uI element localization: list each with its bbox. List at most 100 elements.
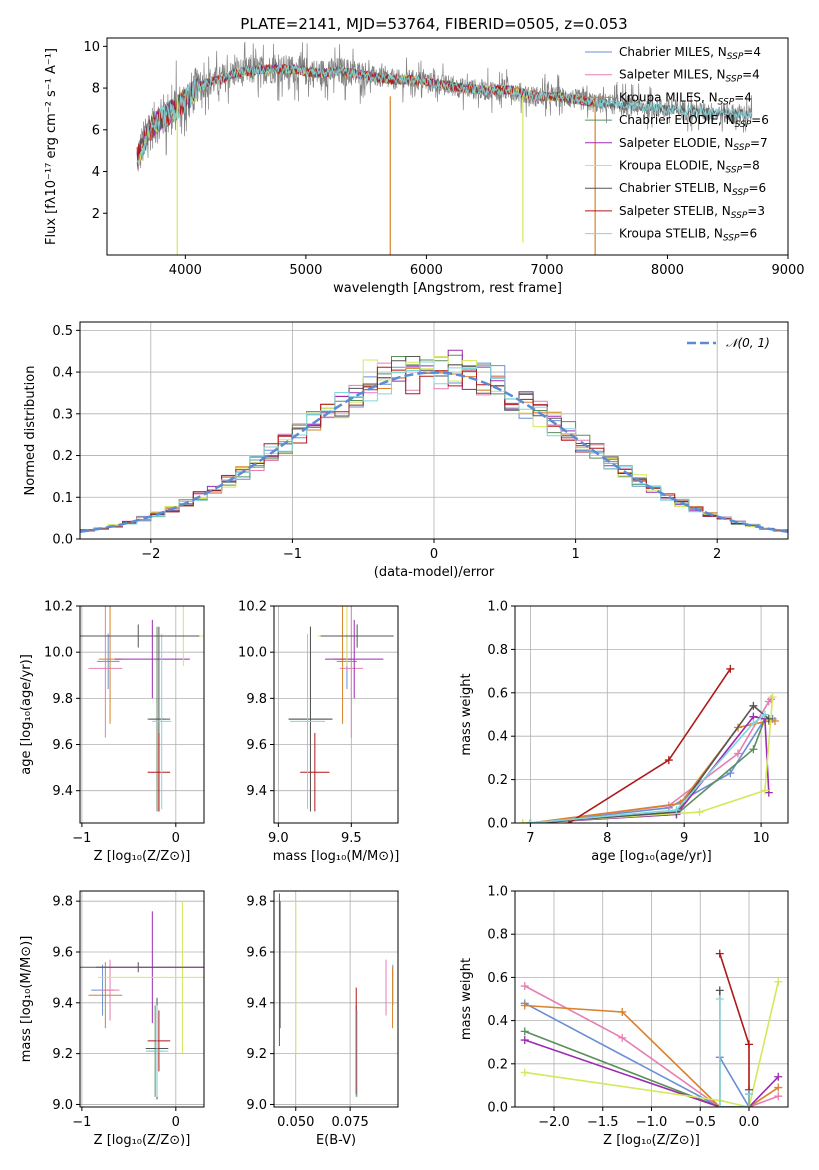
y-tick-label: 0.4	[487, 730, 508, 745]
errorbar-point	[145, 1005, 169, 1097]
legend-label: Kroupa MILES, NSSP=4	[619, 90, 752, 107]
legend-label: Salpeter STELIB, NSSP=3	[619, 204, 765, 221]
legend-count: =6	[739, 227, 757, 241]
y-tick-label: 9.8	[52, 692, 73, 707]
legend-subscript: SSP	[727, 52, 744, 62]
plus-marker	[774, 1072, 783, 1081]
series-line	[719, 999, 750, 1107]
plot-content	[80, 606, 204, 812]
legend-label: Chabrier MILES, NSSP=4	[619, 45, 761, 62]
legend-text: Chabrier MILES, N	[619, 45, 727, 59]
axes-frame	[106, 37, 789, 256]
legend-subscript: SSP	[735, 120, 752, 130]
y-axis-label: mass weight	[459, 673, 474, 755]
y-tick-label: 4	[92, 165, 100, 180]
y-tick-label: 0.0	[487, 1101, 508, 1116]
normal-curve-line	[80, 371, 788, 533]
plot-content	[518, 664, 779, 823]
plus-marker	[715, 949, 724, 958]
model-spectrum-line	[136, 63, 753, 165]
plus-marker	[520, 1027, 529, 1036]
y-tick-label: 9.4	[246, 996, 267, 1011]
legend-count: =7	[750, 136, 768, 150]
errorbar-point	[147, 732, 171, 812]
legend-label: Chabrier ELODIE, NSSP=6	[619, 113, 769, 130]
series-line	[530, 704, 770, 823]
plus-marker	[749, 719, 758, 728]
x-axis-label: age [log₁₀(age/yr)]	[591, 849, 712, 864]
y-tick-label: 9.0	[246, 1098, 267, 1113]
plus-marker	[715, 986, 724, 995]
legend-label: Kroupa STELIB, NSSP=6	[619, 227, 757, 244]
plot-weight-vs-age: 7 8 9 10 0.0 0.2 0.4 0.6 0.8 1.0 age [log₁₀(age/yr…	[459, 600, 789, 864]
x-tick-label: −0.5	[684, 1115, 716, 1130]
legend-label: 𝒩(0, 1)	[726, 336, 770, 350]
x-tick-label: 6000	[410, 263, 443, 278]
y-tick-label: 9.4	[246, 784, 267, 799]
x-axis-label: wavelength [Angstrom, rest frame]	[333, 281, 562, 296]
plot-age-vs-Z: −1 0 9.4 9.6 9.8 10.0 10.2 Z [log₁₀(Z/Z⊙)] age […	[19, 600, 205, 864]
y-tick-label: 0.4	[487, 1014, 508, 1029]
x-tick-label: 1	[571, 547, 579, 562]
x-tick-label: 4000	[169, 263, 202, 278]
y-tick-label: 9.4	[52, 784, 73, 799]
plus-marker	[734, 749, 743, 758]
y-tick-label: 9.4	[52, 996, 73, 1011]
plus-marker	[760, 710, 769, 719]
plus-marker	[672, 805, 681, 814]
x-tick-label: −2.0	[538, 1115, 570, 1130]
plus-marker	[749, 745, 758, 754]
plus-marker	[618, 1033, 627, 1042]
y-tick-label: 0.8	[487, 928, 508, 943]
errorbar-point	[288, 626, 333, 812]
y-tick-label: 9.8	[52, 895, 73, 910]
x-tick-label: 10	[753, 831, 770, 846]
axes-frame	[514, 605, 789, 824]
legend-label: Salpeter MILES, NSSP=4	[619, 68, 760, 85]
legend-subscript: SSP	[731, 211, 748, 221]
plus-marker	[520, 1001, 529, 1010]
legend-count: =6	[751, 113, 769, 127]
y-axis-label: Normed distribution	[23, 366, 38, 496]
y-tick-label: 10.0	[238, 646, 267, 661]
y-axis-label: age [log₁₀(age/yr)]	[19, 654, 34, 775]
errorbar-point	[88, 962, 123, 1029]
legend-count: =3	[747, 204, 765, 218]
errorbar-point	[147, 1010, 171, 1072]
series-line	[568, 668, 731, 823]
x-axis-label: Z [log₁₀(Z/Z⊙)]	[94, 1133, 191, 1148]
x-axis-label: E(B-V)	[316, 1133, 356, 1148]
axes-frame	[514, 890, 789, 1108]
axes-frame	[79, 321, 789, 540]
plus-marker	[745, 1103, 753, 1107]
legend-label: Chabrier STELIB, NSSP=6	[619, 181, 766, 198]
legend-subscript: SSP	[726, 166, 743, 176]
x-tick-label: 0.050	[277, 1115, 314, 1130]
series-line	[719, 990, 750, 1107]
plot-weight-vs-Z: −2.0 −1.5 −1.0 −0.5 0.0 0.0 0.2 0.4 0.6 0.8 1.0 Z […	[459, 885, 789, 1148]
y-axis-label: mass weight	[459, 958, 474, 1040]
y-tick-label: 9.6	[52, 738, 73, 753]
plus-marker	[715, 1103, 724, 1107]
series-line	[524, 985, 779, 1107]
y-tick-label: 0.2	[52, 449, 73, 464]
plus-marker	[520, 1036, 529, 1045]
y-tick-label: 9.0	[52, 1098, 73, 1113]
y-tick-label: 0.3	[52, 407, 73, 422]
y-tick-label: 0.2	[487, 1057, 508, 1072]
plot-residual-hist: −2 −1 0 1 2 0.0 0.1 0.2 0.3 0.4 0.5 (data-model)/er…	[23, 321, 789, 580]
plot-content	[80, 349, 788, 533]
x-tick-label: 9	[680, 831, 688, 846]
errorbar-point	[339, 606, 363, 738]
legend-count: =6	[749, 181, 767, 195]
plus-marker	[774, 1083, 783, 1092]
y-tick-label: 10.2	[238, 600, 267, 615]
plus-marker	[726, 664, 735, 673]
plot-spectrum: 4000 5000 6000 7000 8000 9000 2 4 6 8 10 wavelength…	[44, 37, 805, 296]
plot-mass-vs-ebv: 0.050 0.075 9.0 9.2 9.4 9.6 9.8 E(B-V)	[246, 890, 399, 1148]
y-axis-label: Flux [fλ10⁻¹⁷ erg cm⁻² s⁻¹ A⁻¹]	[44, 48, 59, 245]
x-tick-label: 9.5	[341, 831, 362, 846]
errorbar-point	[320, 624, 394, 648]
plot-mass-vs-Z: −1 0 9.0 9.2 9.4 9.6 9.8 Z [log₁₀(Z/Z⊙)] mass [l…	[19, 890, 205, 1148]
x-tick-label: 0.0	[739, 1115, 760, 1130]
